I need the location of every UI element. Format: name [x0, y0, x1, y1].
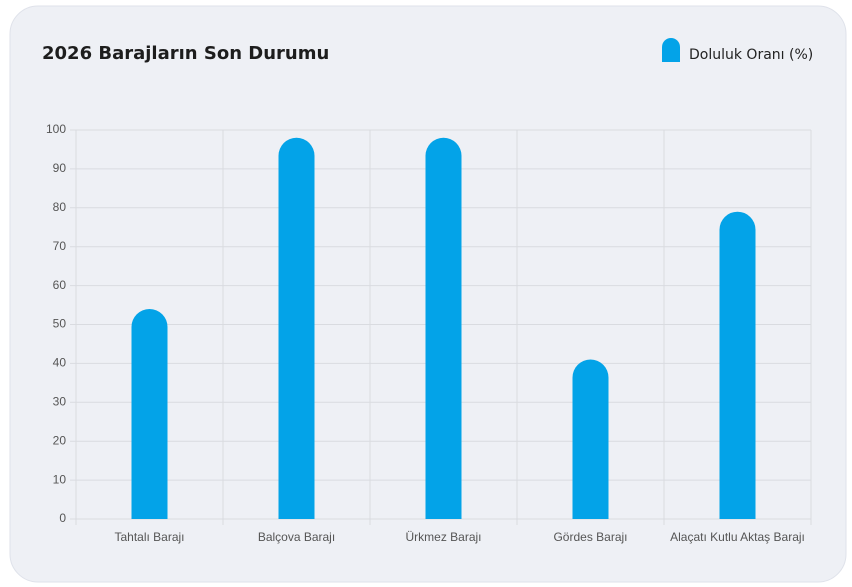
y-tick-label: 80: [53, 200, 67, 214]
legend-swatch[interactable]: [662, 38, 680, 62]
y-tick-label: 0: [59, 511, 66, 525]
legend-label[interactable]: Doluluk Oranı (%): [689, 47, 813, 63]
y-tick-label: 70: [53, 239, 67, 253]
y-tick-label: 100: [46, 122, 66, 136]
bar[interactable]: [425, 137, 462, 519]
bar[interactable]: [278, 137, 315, 519]
y-tick-label: 10: [53, 472, 67, 486]
y-tick-label: 30: [53, 394, 67, 408]
bar[interactable]: [572, 359, 609, 519]
chart-title: 2026 Barajların Son Durumu: [42, 43, 329, 64]
bar[interactable]: [131, 308, 168, 519]
bar[interactable]: [719, 211, 756, 520]
x-tick-label: Gördes Barajı: [553, 530, 627, 544]
x-tick-label: Balçova Barajı: [258, 530, 335, 544]
x-tick-label: Ürkmez Barajı: [405, 530, 481, 544]
y-tick-label: 50: [53, 317, 67, 331]
x-tick-label: Tahtalı Barajı: [114, 530, 184, 544]
x-tick-label: Alaçatı Kutlu Aktaş Barajı: [670, 530, 805, 544]
y-tick-label: 40: [53, 356, 67, 370]
y-tick-label: 60: [53, 278, 67, 292]
y-tick-label: 90: [53, 161, 67, 175]
y-tick-label: 20: [53, 433, 67, 447]
